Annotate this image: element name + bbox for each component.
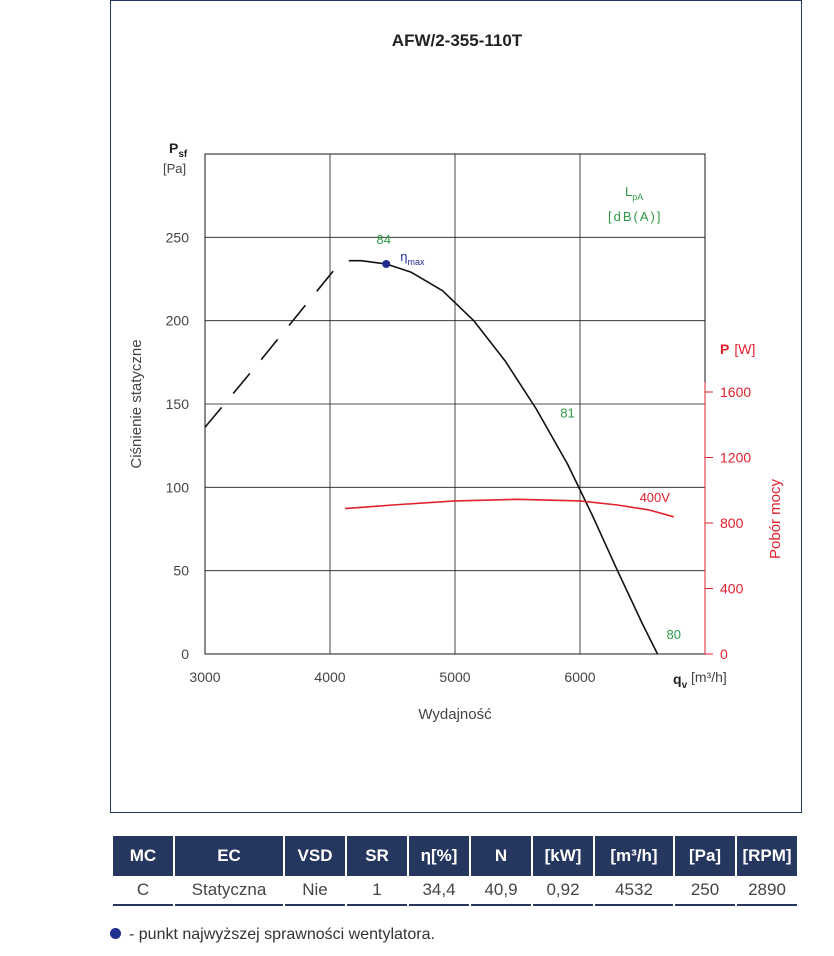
y2-tick-label: 800 (720, 515, 744, 531)
power-curve-line (344, 498, 675, 518)
header-sr: SR (347, 836, 407, 876)
y-tick-label: 100 (166, 479, 190, 495)
header-vsd: VSD (285, 836, 345, 876)
cell-m3h: 4532 (595, 876, 673, 906)
cell-ec: Statyczna (175, 876, 283, 906)
y-unit-label: [Pa] (163, 161, 186, 176)
header-n: N (471, 836, 531, 876)
y2-tick-label: 0 (720, 646, 728, 662)
pressure-curve-unstable-line (204, 266, 337, 428)
cell-eta: 34,4 (409, 876, 469, 906)
eta-max-label: ηmax (400, 249, 425, 267)
x-symbol-label: qv (673, 671, 688, 691)
header-ec: EC (175, 836, 283, 876)
noise-symbol-label: LpA (625, 184, 643, 202)
legend-footnote: - punkt najwyższej sprawności wentylator… (110, 926, 435, 944)
eta-max-point (382, 260, 391, 268)
power-series-label: 400V (640, 490, 671, 505)
chart-frame: AFW/2-355-110T 3000 4000 5000 6000 0 50 100 150 2… (110, 0, 802, 813)
noise-unit-label: [dB(A)] (608, 209, 662, 224)
cell-sr: 1 (347, 876, 407, 906)
header-kw: [kW] (533, 836, 593, 876)
header-eta: η[%] (409, 836, 469, 876)
pressure-curve-line (348, 259, 659, 655)
cell-kw: 0,92 (533, 876, 593, 906)
y2-tick-label: 400 (720, 581, 744, 597)
header-rpm: [RPM] (737, 836, 797, 876)
y-axis-title: Ciśnienie statyczne (128, 339, 145, 468)
header-mc: MC (113, 836, 173, 876)
x-tick-label: 6000 (564, 669, 595, 685)
y2-axis-title: Pobór mocy (767, 478, 784, 559)
x-unit-label: [m³/h] (691, 669, 727, 685)
x-tick-label: 3000 (189, 669, 220, 685)
cell-n: 40,9 (471, 876, 531, 906)
x-axis-title: Wydajność (418, 706, 492, 723)
table-header-row: MC EC VSD SR η[%] N [kW] [m³/h] [Pa] [RP… (113, 836, 797, 876)
y-tick-label: 250 (166, 229, 190, 245)
cell-pa: 250 (675, 876, 735, 906)
header-m3h: [m³/h] (595, 836, 673, 876)
y2-symbol-label: P [W] (720, 341, 755, 357)
header-pa: [Pa] (675, 836, 735, 876)
noise-level-label: 84 (377, 232, 391, 247)
chart-title: AFW/2-355-110T (392, 31, 523, 50)
eta-max-legend-icon (110, 927, 121, 939)
cell-mc: C (113, 876, 173, 906)
noise-level-label: 80 (667, 627, 681, 642)
spec-table: MC EC VSD SR η[%] N [kW] [m³/h] [Pa] [RP… (111, 836, 799, 906)
y-tick-label: 0 (181, 646, 189, 662)
cell-rpm: 2890 (737, 876, 797, 906)
noise-level-label: 81 (560, 405, 574, 420)
footnote-text: - punkt najwyższej sprawności wentylator… (129, 926, 435, 943)
x-tick-label: 4000 (314, 669, 345, 685)
y-symbol-label: Psf (169, 140, 188, 160)
y-tick-label: 150 (166, 396, 190, 412)
y-tick-label: 200 (166, 313, 190, 329)
table-row: C Statyczna Nie 1 34,4 40,9 0,92 4532 25… (113, 876, 797, 906)
y-tick-label: 50 (173, 563, 189, 579)
y2-tick-label: 1600 (720, 384, 751, 400)
x-tick-label: 5000 (439, 669, 470, 685)
y2-tick-label: 1200 (720, 450, 751, 466)
cell-vsd: Nie (285, 876, 345, 906)
